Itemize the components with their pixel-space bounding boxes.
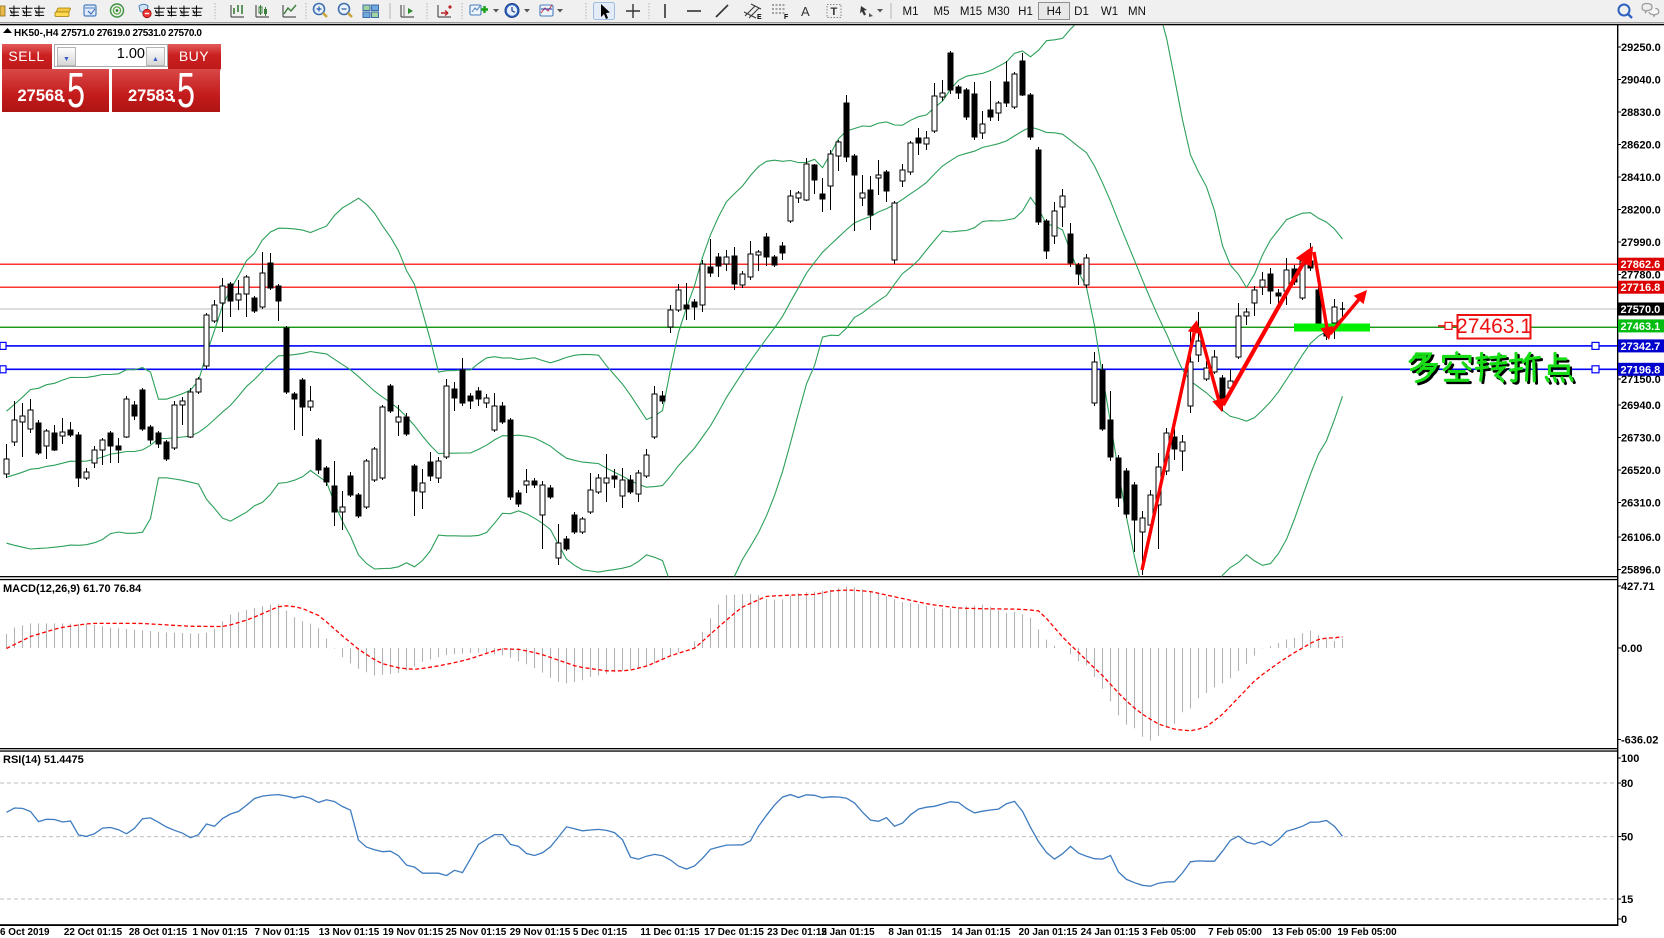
svg-text:1 Nov 01:15: 1 Nov 01:15	[193, 927, 248, 938]
svg-text:-636.02: -636.02	[1621, 735, 1658, 747]
svg-text:29040.0: 29040.0	[1621, 75, 1661, 87]
svg-text:28 Oct 01:15: 28 Oct 01:15	[129, 927, 188, 938]
svg-text:29250.0: 29250.0	[1621, 42, 1661, 54]
svg-text:28410.0: 28410.0	[1621, 172, 1661, 184]
svg-text:27716.8: 27716.8	[1621, 282, 1661, 294]
svg-text:25 Nov 01:15: 25 Nov 01:15	[446, 927, 507, 938]
svg-text:17 Dec 01:15: 17 Dec 01:15	[704, 927, 764, 938]
svg-text:25896.0: 25896.0	[1621, 565, 1661, 577]
svg-text:80: 80	[1621, 778, 1633, 790]
svg-text:27150.0: 27150.0	[1621, 374, 1661, 386]
svg-text:27780.0: 27780.0	[1621, 270, 1661, 282]
svg-text:19 Nov 01:15: 19 Nov 01:15	[383, 927, 444, 938]
svg-text:3 Feb 05:00: 3 Feb 05:00	[1142, 927, 1196, 938]
svg-text:T: T	[831, 6, 838, 18]
svg-text:7 Nov 01:15: 7 Nov 01:15	[255, 927, 310, 938]
svg-text:M1: M1	[903, 6, 919, 18]
svg-text:27342.7: 27342.7	[1621, 341, 1661, 353]
svg-text:13 Nov 01:15: 13 Nov 01:15	[319, 927, 380, 938]
svg-text:26520.0: 26520.0	[1621, 465, 1661, 477]
svg-text:M30: M30	[987, 6, 1009, 18]
svg-text:26730.0: 26730.0	[1621, 433, 1661, 445]
svg-text:15: 15	[1621, 894, 1633, 906]
svg-text:29 Nov 01:15: 29 Nov 01:15	[510, 927, 571, 938]
svg-text:26310.0: 26310.0	[1621, 498, 1661, 510]
svg-text:8 Jan 01:15: 8 Jan 01:15	[888, 927, 942, 938]
svg-text:27463.1: 27463.1	[1456, 315, 1532, 338]
svg-text:0.00: 0.00	[1621, 643, 1642, 655]
svg-text:28620.0: 28620.0	[1621, 140, 1661, 152]
svg-text:11 Dec 01:15: 11 Dec 01:15	[640, 927, 700, 938]
svg-text:W1: W1	[1101, 6, 1118, 18]
svg-text:24 Jan 01:15: 24 Jan 01:15	[1081, 927, 1140, 938]
svg-text:M15: M15	[960, 6, 982, 18]
svg-text:427.71: 427.71	[1621, 581, 1655, 593]
svg-text:H1: H1	[1018, 6, 1033, 18]
svg-text:MN: MN	[1128, 6, 1146, 18]
svg-text:13 Feb 05:00: 13 Feb 05:00	[1272, 927, 1332, 938]
svg-text:100: 100	[1621, 753, 1639, 765]
svg-text:27463.1: 27463.1	[1621, 321, 1661, 333]
svg-text:27571.0 27619.0 27531.0 27570.: 27571.0 27619.0 27531.0 27570.0	[61, 28, 202, 39]
svg-text:28830.0: 28830.0	[1621, 107, 1661, 119]
svg-text:5 Dec 01:15: 5 Dec 01:15	[573, 927, 628, 938]
svg-text:50: 50	[1621, 832, 1633, 844]
svg-text:27570.0: 27570.0	[1621, 304, 1661, 316]
svg-text:0: 0	[1621, 914, 1627, 926]
svg-text:M5: M5	[934, 6, 950, 18]
svg-text:23 Dec 01:15: 23 Dec 01:15	[767, 927, 827, 938]
svg-text:14 Jan 01:15: 14 Jan 01:15	[952, 927, 1011, 938]
svg-text:19 Feb 05:00: 19 Feb 05:00	[1337, 927, 1397, 938]
svg-text:26940.0: 26940.0	[1621, 400, 1661, 412]
svg-text:27862.6: 27862.6	[1621, 259, 1661, 271]
svg-text:MACD(12,26,9) 61.70 76.84: MACD(12,26,9) 61.70 76.84	[3, 583, 142, 595]
svg-text:A: A	[801, 4, 810, 19]
svg-text:20 Jan 01:15: 20 Jan 01:15	[1019, 927, 1078, 938]
svg-text:7 Feb 05:00: 7 Feb 05:00	[1208, 927, 1262, 938]
svg-text:HK50-,H4: HK50-,H4	[14, 28, 59, 39]
svg-text:RSI(14) 51.4475: RSI(14) 51.4475	[3, 754, 84, 766]
svg-text:F: F	[784, 14, 789, 21]
svg-text:16 Oct 2019: 16 Oct 2019	[0, 927, 50, 938]
svg-text:H4: H4	[1047, 6, 1062, 18]
svg-text:26106.0: 26106.0	[1621, 532, 1661, 544]
svg-text:2 Jan 01:15: 2 Jan 01:15	[821, 927, 875, 938]
svg-text:D1: D1	[1074, 6, 1089, 18]
svg-text:E: E	[757, 14, 762, 21]
svg-text:28200.0: 28200.0	[1621, 205, 1661, 217]
svg-text:22 Oct 01:15: 22 Oct 01:15	[64, 927, 123, 938]
svg-text:27196.8: 27196.8	[1621, 364, 1661, 376]
svg-text:27990.0: 27990.0	[1621, 237, 1661, 249]
